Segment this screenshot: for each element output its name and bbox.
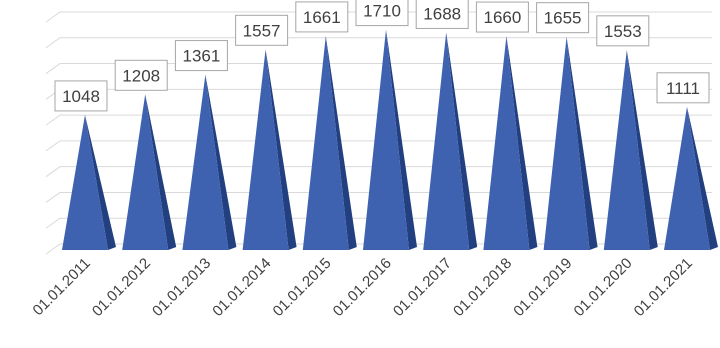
- data-label-01.01.2014: 1557: [235, 14, 289, 46]
- x-tick-label: 01.01.2017: [390, 255, 455, 320]
- data-label-box: [415, 0, 469, 29]
- bar-front-face: [543, 36, 590, 250]
- data-label-box: [536, 2, 590, 34]
- x-tick-label: 01.01.2014: [209, 255, 274, 320]
- bar-front-face: [423, 32, 470, 251]
- data-label-value: 1655: [544, 9, 582, 28]
- bar-side-face: [145, 94, 177, 251]
- x-axis-tick-labels: 01.01.201101.01.201201.01.201301.01.2014…: [30, 255, 696, 320]
- data-label-value: 1208: [122, 66, 160, 85]
- x-tick-label: 01.01.2011: [30, 255, 94, 319]
- bars: [62, 29, 718, 251]
- grid-line-8: [45, 37, 712, 49]
- data-label-box: [596, 15, 650, 47]
- bar-side-face: [386, 29, 417, 250]
- data-label-box: [235, 14, 289, 46]
- x-tick-label: 01.01.2018: [450, 255, 515, 320]
- bar-side-face: [506, 36, 538, 250]
- bar-front-face: [62, 114, 108, 251]
- bar-side-face: [85, 114, 116, 251]
- bar-front-face: [122, 94, 169, 251]
- x-tick-label: 01.01.2020: [571, 255, 636, 320]
- data-label-01.01.2018: 1660: [475, 1, 529, 33]
- x-tick-label: 01.01.2016: [330, 255, 395, 320]
- bar-front-face: [242, 49, 289, 250]
- bar-front-face: [603, 49, 650, 250]
- bar-side-face: [325, 35, 357, 250]
- data-label-01.01.2019: 1655: [536, 2, 590, 34]
- bar-front-face: [664, 106, 710, 250]
- bar-side-face: [687, 106, 718, 250]
- data-label-box: [295, 1, 349, 33]
- bar-01.01.2021: [664, 106, 718, 250]
- data-label-01.01.2013: 1361: [174, 40, 228, 72]
- bar-side-face: [205, 74, 237, 251]
- grid-line-5: [45, 114, 712, 126]
- data-label-box: [174, 40, 228, 72]
- data-labels: 1048 1208 1361 1557 1661 1710 1688 1660 1655 1553…: [54, 0, 710, 112]
- data-label-value: 1111: [666, 79, 700, 98]
- x-tick-label: 01.01.2013: [149, 255, 214, 320]
- data-label-01.01.2021: 1111: [656, 72, 710, 104]
- bar-side-face: [446, 32, 478, 251]
- data-label-box: [656, 72, 710, 104]
- data-label-box: [475, 1, 529, 33]
- bar-front-face: [483, 36, 530, 250]
- data-label-01.01.2016: 1710: [355, 0, 409, 27]
- data-label-01.01.2020: 1553: [596, 15, 650, 47]
- data-label-01.01.2015: 1661: [295, 1, 349, 33]
- data-label-value: 1660: [483, 8, 521, 27]
- bar-side-face: [265, 49, 297, 250]
- grid-line-4: [45, 140, 712, 152]
- bar-01.01.2014: [242, 49, 297, 250]
- data-label-box: [355, 0, 409, 27]
- bar-front-face: [182, 74, 229, 251]
- x-tick-label: 01.01.2015: [270, 255, 335, 320]
- grid-line-7: [45, 63, 712, 74]
- data-label-01.01.2011: 1048: [54, 80, 108, 112]
- data-label-box: [54, 80, 108, 112]
- x-tick-label: 01.01.2021: [631, 255, 696, 320]
- bar-01.01.2011: [62, 114, 116, 251]
- bar-front-face: [363, 29, 409, 250]
- bar-side-face: [626, 49, 658, 250]
- data-label-box: [114, 59, 168, 91]
- data-label-value: 1361: [182, 47, 220, 66]
- data-label-value: 1661: [303, 8, 341, 27]
- data-label-value: 1557: [243, 21, 281, 40]
- x-tick-label: 01.01.2019: [510, 255, 575, 320]
- bar-01.01.2013: [182, 74, 237, 251]
- x-tick-label: 01.01.2012: [89, 255, 154, 320]
- bar-01.01.2012: [122, 94, 177, 251]
- data-label-value: 1688: [423, 4, 461, 23]
- data-label-01.01.2017: 1688: [415, 0, 469, 29]
- bar-front-face: [302, 35, 349, 250]
- data-label-value: 1048: [62, 87, 100, 106]
- bar-01.01.2015: [302, 35, 357, 250]
- bar-01.01.2017: [423, 32, 478, 251]
- bar-01.01.2019: [543, 36, 598, 250]
- data-label-value: 1553: [604, 22, 642, 41]
- bar-side-face: [566, 36, 598, 250]
- bar-01.01.2020: [603, 49, 658, 250]
- bar-01.01.2018: [483, 36, 538, 250]
- data-label-value: 1710: [363, 2, 401, 21]
- bar-01.01.2016: [363, 29, 417, 250]
- data-label-01.01.2012: 1208: [114, 59, 168, 91]
